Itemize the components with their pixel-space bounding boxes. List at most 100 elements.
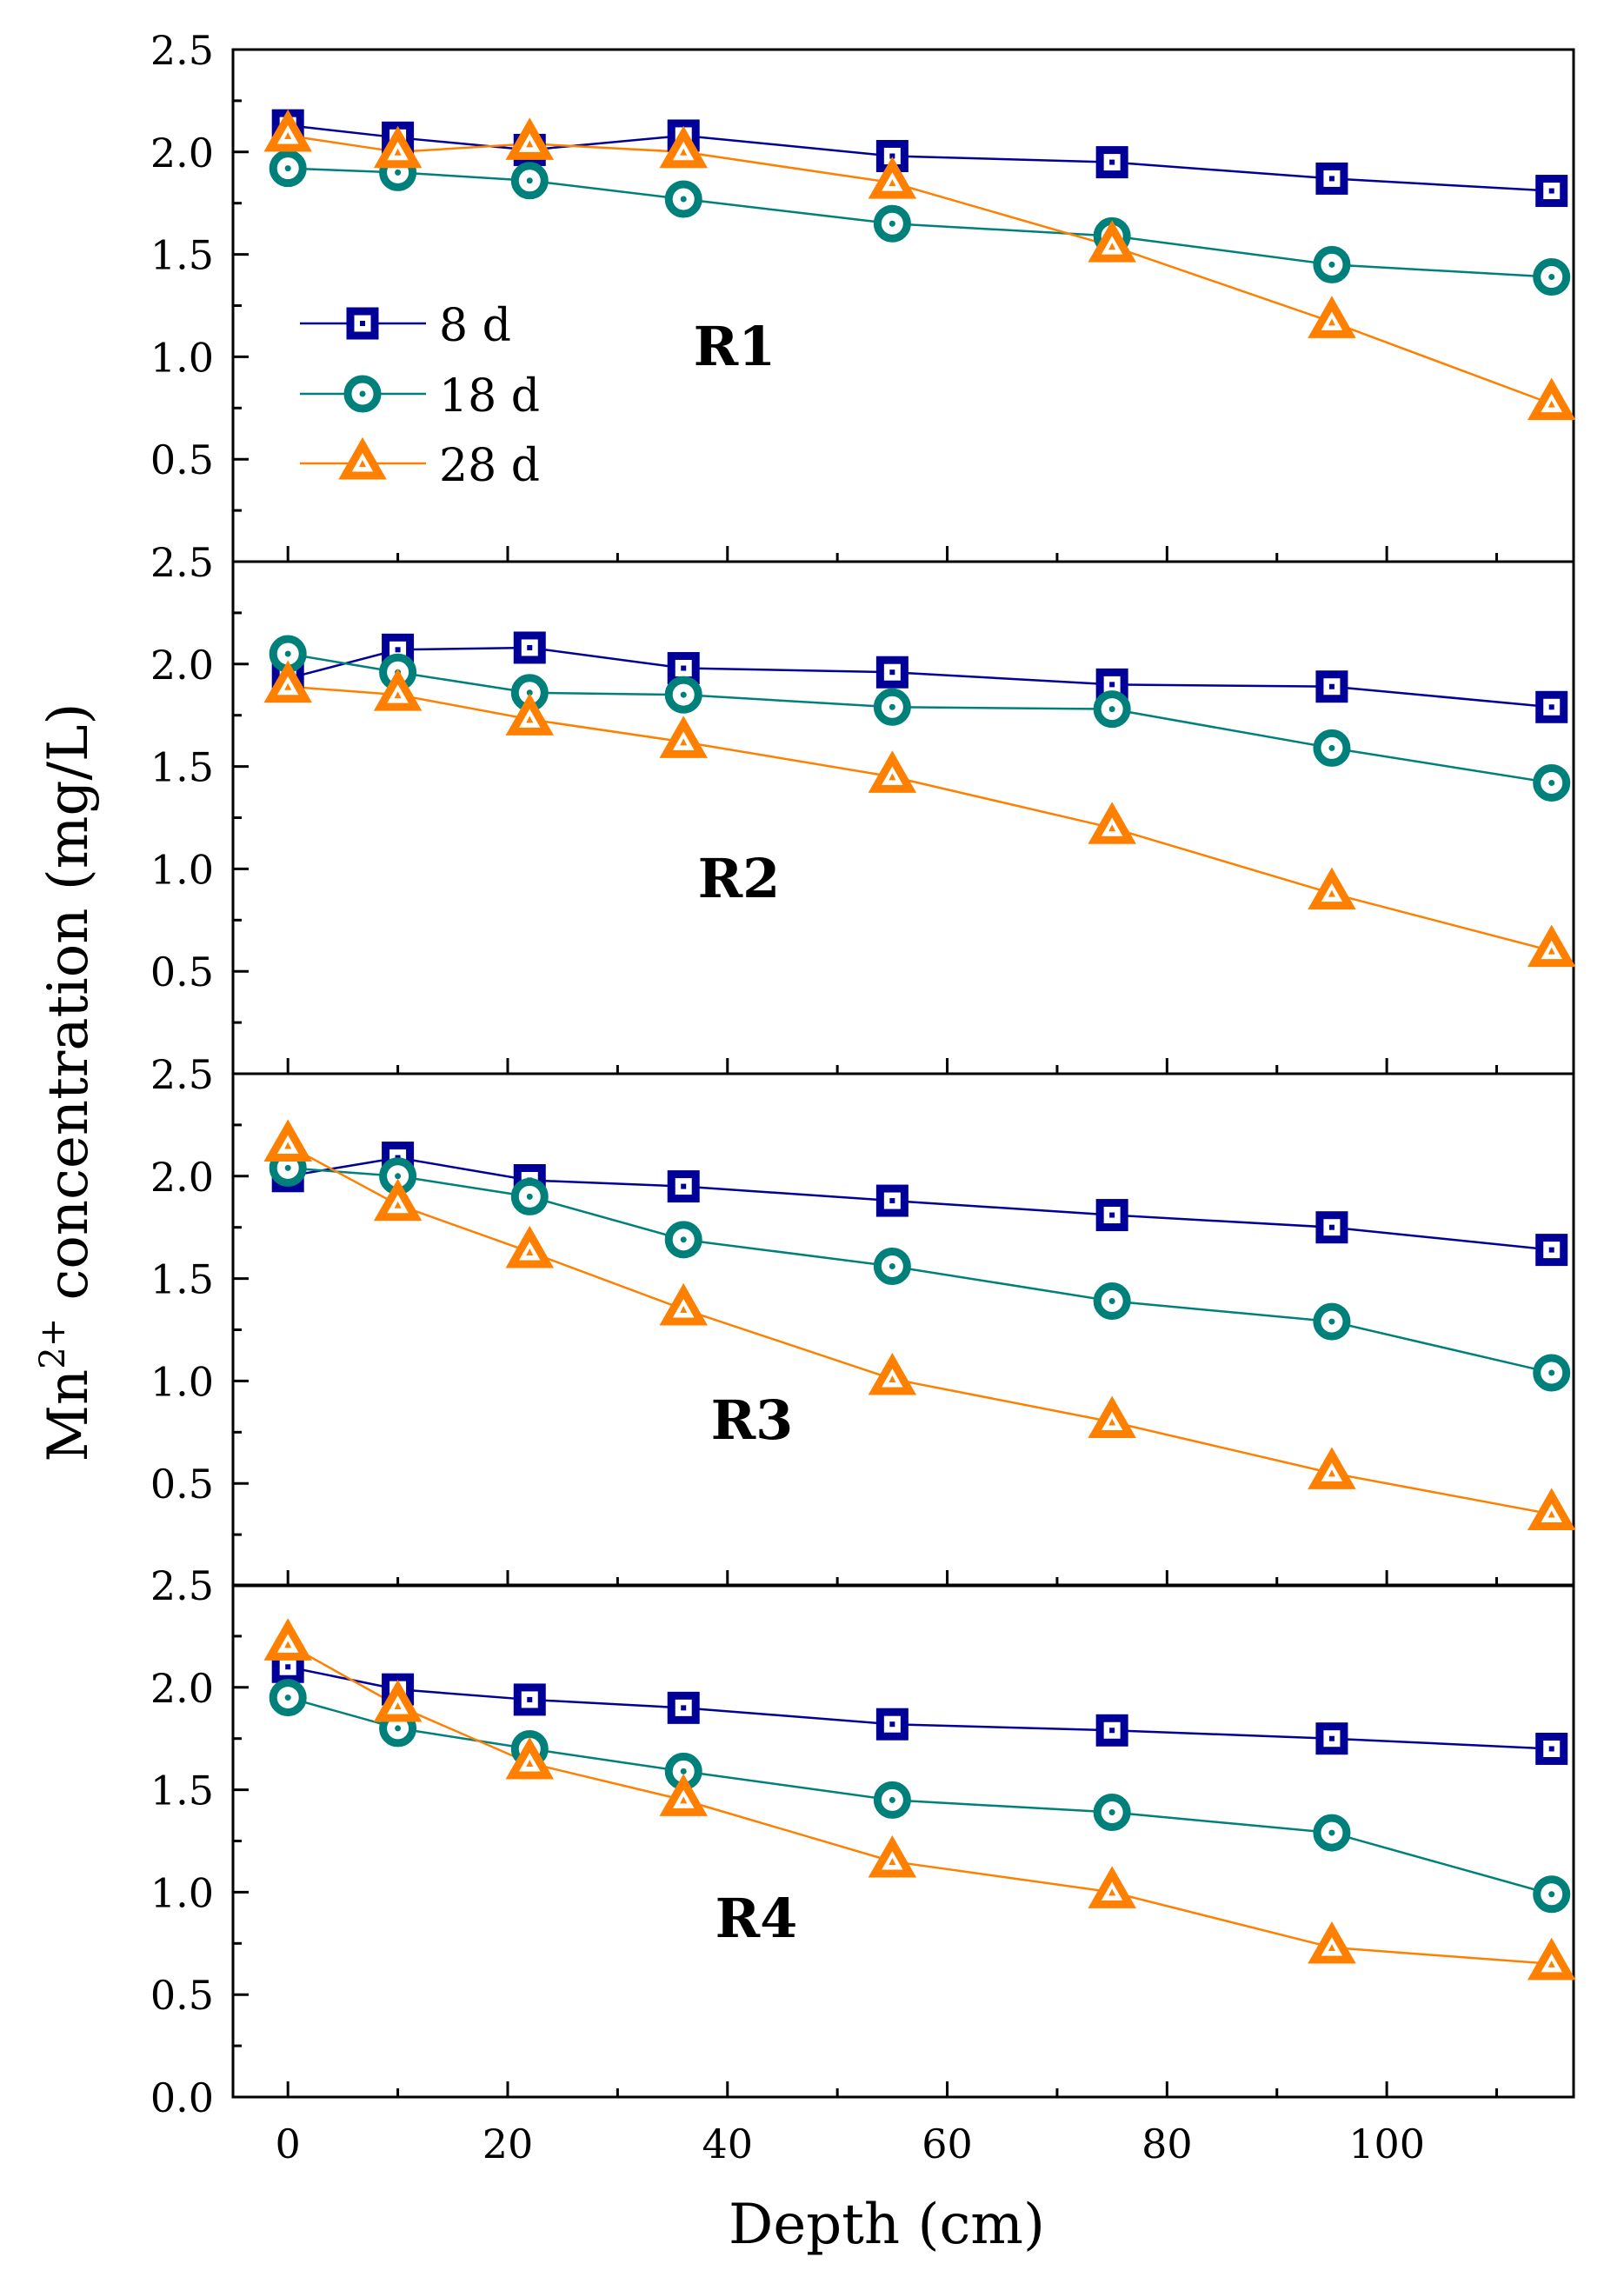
y-tick-label: 2.0 [150,130,214,176]
y-tick-label: 1.0 [150,334,214,381]
series-8d-line [287,1666,1552,1750]
panel-label: R4 [715,1887,798,1950]
y-tick-label: 1.0 [150,846,214,893]
series-18d-line [287,652,1552,784]
series-8d-line [288,123,1552,192]
circle-marker [1313,1814,1351,1852]
triangle-marker [373,125,423,169]
circle-marker [1313,729,1351,767]
series-28d-line [287,1643,1552,1966]
circle-marker [1313,1302,1351,1341]
triangle-marker [659,1282,708,1326]
circle-marker [510,162,549,200]
series-28d-line [288,134,1553,405]
circle-marker [873,1247,911,1285]
x-tick-label: 60 [922,2121,973,2167]
triangle-marker [505,693,555,736]
panel-r3: 0.5 1.0 1.5 2.0 2.5 R3 [150,1051,1576,1588]
y-tick-label: 1.5 [150,1768,214,1814]
y-tick-label: 0.5 [150,949,214,995]
triangle-marker [263,1119,312,1162]
triangle-marker [1088,220,1136,263]
legend: 8 d 18 d 28 d [300,300,540,492]
x-tick-label: 100 [1348,2121,1425,2167]
circle-marker [510,1177,549,1215]
circle-marker [1533,1354,1571,1392]
circle-marker [664,1221,702,1259]
circle-marker [873,1781,911,1819]
triangle-marker [868,1834,917,1878]
square-marker [875,1184,909,1217]
circle-marker [1533,1875,1571,1914]
triangle-marker [1308,1447,1356,1489]
y-tick-label: 1.0 [150,1358,214,1405]
circle-marker [873,688,911,726]
y-tick-label: 1.5 [150,232,214,279]
x-tick-label: 20 [483,2121,534,2167]
triangle-marker [1088,1395,1136,1439]
circle-marker [873,204,911,243]
circle-marker [664,676,702,714]
triangle-marker [659,716,708,758]
square-marker [1535,1234,1568,1267]
series-18d-line [288,1167,1553,1375]
triangle-marker [373,1679,423,1722]
triangle-marker [263,109,312,152]
y-tick-label: 1.0 [150,1869,214,1916]
series-28d-line [288,685,1553,952]
circle-marker [1533,258,1571,296]
y-tick-label: 2.5 [150,1562,214,1609]
panel-label: R2 [698,847,781,910]
circle-marker [1093,1282,1131,1321]
y-tick-label: 0.0 [150,2074,214,2121]
triangle-marker [1088,1866,1136,1908]
triangle-marker [1308,1921,1356,1964]
triangle-marker [1088,802,1136,844]
y-tick-label: 1.5 [150,744,214,791]
square-marker [1095,1199,1128,1232]
circle-marker [1093,1794,1131,1832]
panel-label: R1 [694,315,776,378]
y-tick-label: 0.5 [150,436,214,483]
triangle-marker [1527,924,1576,968]
triangle-marker [1527,377,1576,421]
triangle-marker [868,156,917,199]
triangle-marker [659,125,708,169]
x-tick-label: 40 [702,2121,753,2167]
legend-circle-marker [343,375,382,413]
panel-r4: 0.0 0.5 1.0 1.5 2.0 2.5 0 20 40 60 80 100 R4 [150,1562,1576,2167]
series-8d-line [287,1156,1552,1251]
y-tick-label: 2.5 [150,539,214,586]
square-marker [513,631,546,664]
triangle-marker [868,750,917,793]
y-tick-label: 1.5 [150,1256,214,1303]
x-tick-label: 0 [276,2121,301,2167]
legend-square-marker [346,307,379,340]
circle-marker [1093,690,1131,729]
triangle-marker [1308,867,1356,910]
triangle-marker [505,1736,555,1780]
square-marker [1315,162,1348,195]
legend-label: 18 d [439,370,540,423]
square-marker [1535,175,1568,208]
square-marker [1095,146,1128,179]
triangle-marker [263,1618,312,1661]
legend-triangle-marker [338,436,387,480]
y-tick-label: 2.0 [150,1154,214,1201]
y-tick-label: 2.5 [150,1051,214,1098]
panel-r1: 0.5 1.0 1.5 2.0 2.5 R1 [150,27,1576,563]
panel-label: R3 [711,1388,794,1452]
circle-marker [664,180,702,218]
y-tick-label: 2.0 [150,642,214,689]
square-marker [875,656,909,689]
y-tick-label: 0.5 [150,1461,214,1508]
square-marker [667,1170,700,1203]
circle-marker [269,1679,307,1717]
square-marker [1535,690,1568,723]
triangle-marker [1527,1488,1576,1531]
series-18d-line [288,167,1552,278]
triangle-marker [373,1178,423,1222]
panel-r2: 0.5 1.0 1.5 2.0 2.5 R2 [150,539,1576,1075]
square-marker [667,1691,700,1724]
